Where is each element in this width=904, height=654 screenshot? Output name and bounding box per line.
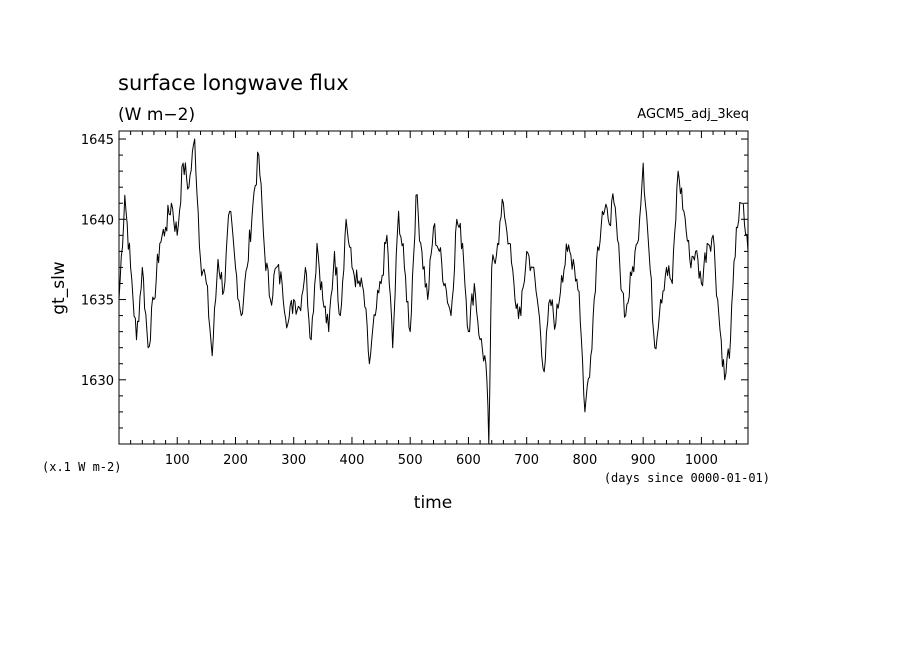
x-tick-label: 400: [340, 453, 365, 468]
y-axis-title: gt_slw: [49, 261, 69, 315]
x-tick-label: 300: [281, 453, 306, 468]
y-tick-label: 1645: [81, 133, 114, 148]
x-tick-label: 500: [398, 453, 423, 468]
y-tick-label: 1635: [81, 294, 114, 309]
x-tick-label: 1000: [685, 453, 718, 468]
x-axis-title: time: [414, 493, 452, 513]
x-tick-label: 200: [223, 453, 248, 468]
chart-units: (W m−2): [118, 105, 195, 125]
y-axis-ticks: 1630 1635 1640 1645: [81, 133, 748, 445]
series-line: [118, 138, 749, 445]
x-tick-label: 900: [631, 453, 656, 468]
x-tick-label: 100: [165, 453, 190, 468]
x-tick-label: 800: [573, 453, 598, 468]
chart-title: surface longwave flux: [118, 71, 349, 95]
plot-frame: [118, 130, 749, 445]
y-tick-label: 1640: [81, 213, 114, 228]
y-scale-note: (x.1 W m-2): [42, 460, 121, 474]
x-axis-ticks: 100 200 300 400 500 600 700 800 900 1000: [130, 131, 737, 468]
y-tick-label: 1630: [81, 374, 114, 389]
dataset-label: AGCM5_adj_3keq: [637, 107, 749, 122]
x-tick-label: 600: [456, 453, 481, 468]
x-tick-label: 700: [514, 453, 539, 468]
x-units-note: (days since 0000-01-01): [604, 471, 770, 485]
